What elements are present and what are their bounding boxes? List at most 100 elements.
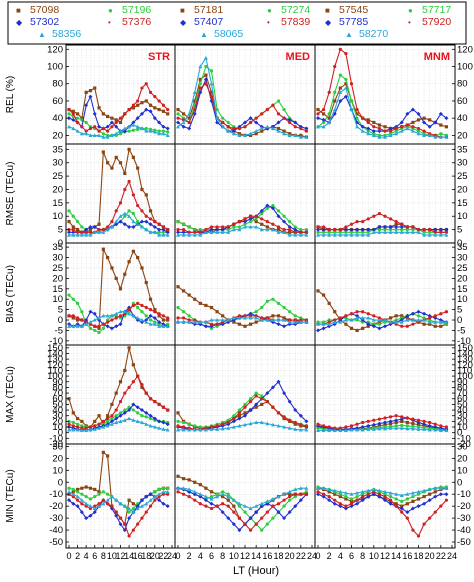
data-point: [114, 219, 119, 224]
data-point: [405, 111, 410, 116]
data-point: [176, 285, 180, 289]
data-point: [148, 504, 153, 508]
data-point: [106, 492, 110, 496]
data-point: [271, 516, 275, 520]
data-point: [131, 103, 135, 107]
data-point: [176, 316, 180, 320]
series-line: [317, 290, 447, 332]
data-point: [366, 129, 370, 133]
data-point: [181, 486, 186, 490]
data-point: [122, 222, 127, 227]
data-point: [71, 230, 76, 235]
data-point: [109, 133, 114, 137]
data-point: [411, 499, 415, 503]
data-point: [394, 129, 398, 133]
data-point: [232, 126, 236, 131]
data-point: [79, 131, 84, 136]
data-point: [148, 416, 153, 421]
data-point: [106, 416, 110, 421]
data-point: [114, 420, 119, 425]
data-point: [144, 415, 148, 419]
data-point: [220, 492, 225, 496]
data-point: [366, 315, 371, 320]
panel: -20-100102030405060708090100110120130140…: [314, 343, 473, 450]
data-point: [215, 427, 220, 431]
data-point: [282, 230, 287, 234]
data-point: [176, 230, 180, 235]
data-point: [304, 419, 309, 424]
data-point: [338, 228, 342, 232]
data-point: [333, 230, 337, 234]
data-point: [321, 124, 326, 129]
data-point: [254, 217, 258, 221]
data-point: [152, 129, 157, 134]
data-point: [293, 494, 297, 499]
legend-marker: ●: [108, 6, 113, 15]
data-point: [394, 314, 398, 318]
data-point: [139, 318, 144, 322]
y-tick-label: 20: [52, 184, 63, 195]
data-point: [287, 399, 292, 404]
x-tick-label: 16: [262, 551, 272, 561]
panel: [174, 344, 316, 445]
data-point: [148, 308, 153, 312]
data-point: [84, 516, 89, 521]
data-point: [166, 316, 170, 320]
data-point: [444, 135, 449, 139]
data-point: [248, 408, 253, 413]
data-point: [67, 427, 71, 432]
data-point: [422, 501, 427, 506]
data-point: [243, 219, 247, 224]
data-point: [176, 490, 180, 494]
data-point: [131, 402, 136, 407]
data-point: [80, 426, 84, 430]
data-point: [438, 486, 443, 490]
data-point: [187, 120, 191, 125]
data-point: [248, 120, 253, 125]
data-point: [243, 222, 247, 226]
data-point: [327, 487, 332, 492]
data-point: [161, 131, 166, 136]
x-tick-label: 14: [251, 551, 261, 561]
data-point: [411, 120, 415, 125]
data-point: [259, 420, 264, 425]
data-point: [254, 132, 258, 136]
data-point: [187, 293, 191, 297]
x-tick-label: 12: [240, 551, 250, 561]
data-point: [338, 504, 343, 509]
data-point: [388, 126, 393, 131]
data-point: [75, 494, 80, 499]
data-point: [366, 322, 371, 327]
data-point: [144, 129, 149, 133]
data-point: [427, 427, 432, 432]
y-tick-label: 30: [52, 411, 63, 422]
series-line: [68, 451, 168, 526]
data-point: [88, 497, 93, 501]
data-point: [123, 522, 127, 526]
data-point: [152, 416, 157, 421]
x-tick-label: 20: [150, 551, 160, 561]
y-tick-label: -30: [457, 513, 471, 524]
data-point: [187, 318, 191, 322]
y-tick-label: 15: [457, 198, 468, 209]
data-point: [136, 203, 140, 208]
data-point: [338, 230, 342, 234]
y-axis-label: MAX (TECu): [5, 366, 16, 423]
data-point: [400, 314, 404, 318]
data-point: [139, 126, 144, 131]
data-point: [366, 492, 370, 496]
data-point: [377, 228, 382, 232]
y-tick-label: 20: [457, 416, 468, 427]
data-point: [416, 309, 421, 314]
data-point: [388, 316, 393, 320]
data-point: [433, 490, 437, 494]
data-point: [428, 228, 432, 232]
data-point: [265, 499, 270, 503]
data-point: [383, 228, 387, 232]
data-point: [299, 423, 303, 427]
data-point: [321, 232, 326, 237]
data-point: [140, 86, 144, 90]
x-tick-label: 16: [402, 551, 412, 561]
data-point: [148, 492, 153, 497]
data-point: [237, 528, 242, 533]
